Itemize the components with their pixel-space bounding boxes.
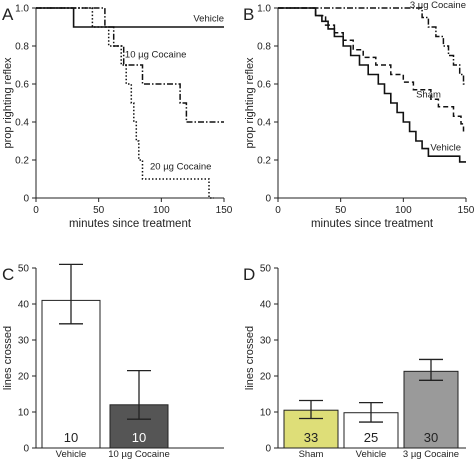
series-label: 3 µg Cocaine [410,0,466,11]
y-tick-label: 0.4 [15,118,29,129]
y-tick-label: 0.8 [15,42,29,53]
y-tick-label: 20 [260,372,272,383]
y-axis-label: prop righting reflex [244,57,256,149]
panel-c: C 0 10 20 30 40 50 lines crossed 10 Vehicle 10 10 µ… [2,264,224,459]
x-axis-label: minutes since treatment [311,218,434,230]
y-tick-label: 10 [260,408,272,419]
y-tick-label: 0 [23,194,29,205]
panel-label: B [243,5,254,24]
x-tick-label: 100 [395,205,412,216]
bar-n-label: 10 [64,430,78,445]
x-category-label: Vehicle [56,449,87,459]
bar [41,299,101,449]
y-axis-label: lines crossed [244,326,256,390]
y-tick-label: 30 [18,336,30,347]
y-tick-label: 50 [18,264,30,275]
x-tick-label: 0 [33,205,39,216]
series-label: 10 µg Cocaine [125,49,186,60]
x-tick-label: 50 [93,205,105,216]
y-tick-label: 30 [260,336,272,347]
series-label: Vehicle [430,143,461,154]
panel-a: A 0 0.2 0.4 0.6 0.8 1.0 prop righting reflex 0 50… [2,4,233,231]
bar-n-label: 30 [424,430,438,445]
panel-label: C [2,265,14,284]
x-category-label: 3 µg Cocaine [403,449,459,459]
x-category-label: Sham [299,449,324,459]
series-line [278,7,466,163]
bar-n-label: 25 [364,430,378,445]
y-tick-label: 0.4 [257,118,271,129]
y-tick-label: 0 [23,444,29,455]
y-tick-label: 0 [265,194,271,205]
x-tick-label: 100 [153,205,170,216]
y-tick-label: 50 [260,264,272,275]
bar-n-label: 33 [304,430,318,445]
series-label: 20 µg Cocaine [150,162,211,173]
x-tick-label: 150 [458,205,474,216]
y-tick-label: 40 [18,300,30,311]
bar [109,404,169,449]
x-category-label: 10 µg Cocaine [108,449,169,459]
panel-label: A [2,5,14,24]
y-tick-label: 0.8 [257,42,271,53]
series-label: Vehicle [193,13,224,24]
y-tick-label: 0 [265,444,271,455]
series-line [36,7,224,123]
y-tick-label: 0.6 [15,80,29,91]
bar [403,370,459,449]
y-axis-label: lines crossed [2,326,14,390]
panel-b: B 0 0.2 0.4 0.6 0.8 1.0 prop righting reflex 0 50… [243,0,474,230]
y-tick-label: 0.6 [257,80,271,91]
y-tick-label: 10 [18,408,30,419]
y-tick-label: 40 [260,300,272,311]
bar-n-label: 10 [132,430,146,445]
series-line [278,7,466,85]
y-tick-label: 0.2 [257,156,271,167]
x-category-label: Vehicle [356,449,387,459]
y-tick-label: 1.0 [257,4,271,15]
y-tick-label: 1.0 [15,4,29,15]
x-tick-label: 50 [335,205,347,216]
panel-label: D [243,265,255,284]
series-line [278,7,466,133]
x-tick-label: 0 [275,205,281,216]
x-tick-label: 150 [216,205,233,216]
y-tick-label: 20 [18,372,30,383]
y-tick-label: 0.2 [15,156,29,167]
x-axis-label: minutes since treatment [69,218,192,230]
y-axis-label: prop righting reflex [2,57,14,149]
series-label: Sham [416,89,441,100]
panel-d: D 0 10 20 30 40 50 lines crossed 33 Sham 25 Vehicle… [243,264,466,459]
